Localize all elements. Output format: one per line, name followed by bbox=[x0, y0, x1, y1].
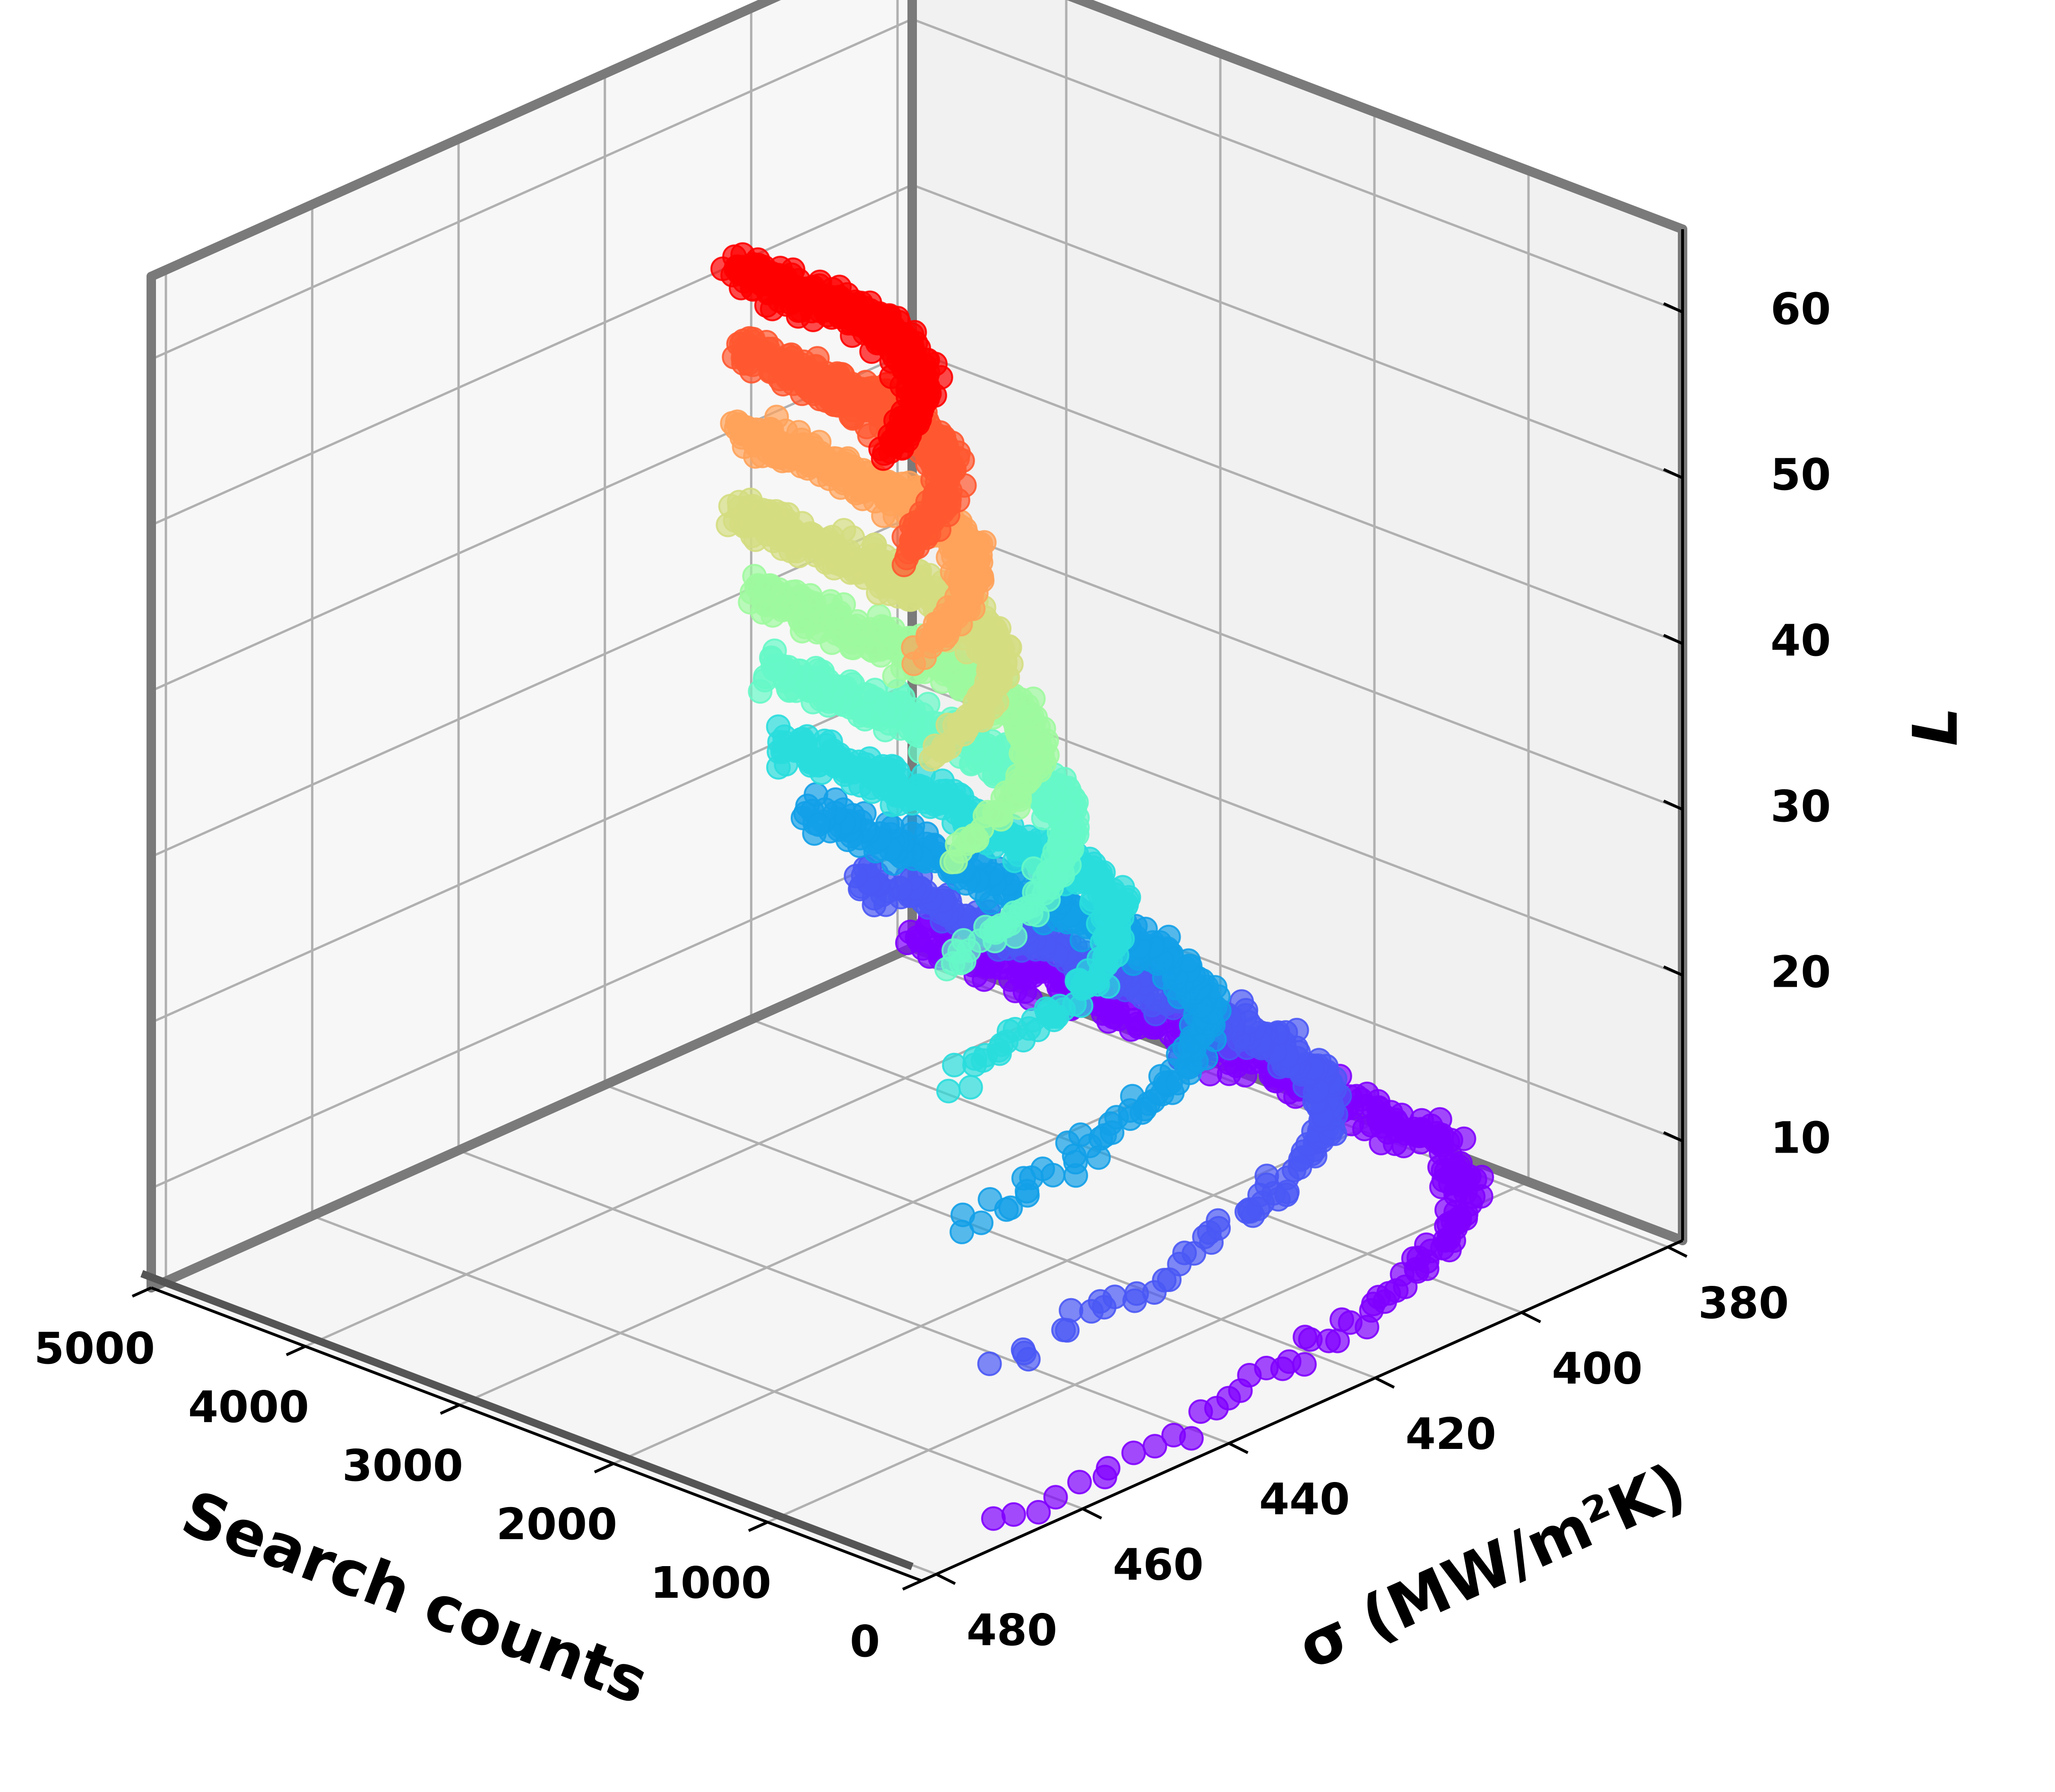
search-tick-label-3: 3000 bbox=[342, 1440, 463, 1491]
point-l10-5 bbox=[1055, 1318, 1080, 1343]
point-l5-20 bbox=[1292, 1352, 1317, 1377]
data-points bbox=[710, 242, 1494, 1531]
point-l25-6 bbox=[951, 949, 976, 974]
sigma-tick-label-0: 380 bbox=[1698, 1278, 1789, 1328]
sigma-tick-2 bbox=[1374, 1377, 1395, 1389]
search-tick-1 bbox=[748, 1521, 768, 1532]
point-l20-4 bbox=[958, 1075, 983, 1100]
point-l35-319 bbox=[738, 487, 763, 512]
l-tick-label-2: 30 bbox=[1770, 781, 1831, 832]
sigma-tick-label-1: 400 bbox=[1552, 1343, 1642, 1394]
point-l5-7 bbox=[1121, 1440, 1146, 1465]
point-l10-18 bbox=[1172, 1241, 1197, 1266]
point-l5-4 bbox=[1067, 1470, 1092, 1495]
search-tick-label-0: 0 bbox=[850, 1616, 880, 1667]
search-tick-label-5: 5000 bbox=[34, 1323, 155, 1374]
search-tick-4 bbox=[285, 1345, 306, 1356]
point-l15-319 bbox=[806, 812, 831, 837]
point-l30-232 bbox=[866, 603, 891, 629]
axis-edges bbox=[140, 0, 1687, 1582]
l-tick-label-0: 10 bbox=[1770, 1113, 1831, 1163]
search-axis-line bbox=[150, 1286, 923, 1582]
point-l15-318 bbox=[803, 782, 829, 807]
point-l45-319 bbox=[734, 338, 759, 363]
point-l50-318 bbox=[710, 256, 735, 281]
l-axis-title: L bbox=[1900, 707, 1971, 746]
l-tick-label-4: 50 bbox=[1770, 449, 1831, 500]
sigma-tick-label-4: 460 bbox=[1113, 1540, 1204, 1590]
point-l50-319 bbox=[730, 242, 755, 267]
point-l5-319 bbox=[895, 930, 920, 956]
pane-edge-6 bbox=[147, 943, 917, 1292]
search-tick-label-2: 2000 bbox=[496, 1499, 617, 1550]
sigma-tick-label-5: 480 bbox=[967, 1605, 1057, 1655]
point-l5-3 bbox=[1043, 1485, 1068, 1510]
search-axis-edge bbox=[140, 1270, 914, 1570]
search-tick-2 bbox=[594, 1462, 614, 1473]
sigma-axis-line bbox=[921, 1239, 1684, 1582]
point-l10-38 bbox=[1274, 1182, 1299, 1207]
pane-edge-4 bbox=[1066, 0, 1687, 234]
point-l10-6 bbox=[1059, 1298, 1084, 1323]
point-l15-5 bbox=[998, 1195, 1023, 1220]
point-l5-8 bbox=[1142, 1434, 1167, 1459]
sigma-tick-1 bbox=[1521, 1311, 1541, 1323]
left-back-pane bbox=[151, 0, 912, 1288]
point-l10-10 bbox=[1102, 1284, 1127, 1310]
point-l15-11 bbox=[1030, 1156, 1055, 1181]
point-l25-319 bbox=[762, 638, 787, 663]
sigma-tick-3 bbox=[1228, 1442, 1249, 1454]
point-l10-3 bbox=[1016, 1347, 1041, 1372]
point-l25-318 bbox=[753, 664, 778, 689]
point-l10-319 bbox=[844, 863, 869, 888]
point-l15-32 bbox=[1132, 1096, 1157, 1121]
search-tick-label-4: 4000 bbox=[188, 1382, 309, 1432]
l-tick-label-3: 40 bbox=[1770, 615, 1831, 666]
point-l25-25 bbox=[1009, 898, 1034, 923]
point-l10-23 bbox=[1206, 1216, 1231, 1241]
point-l40-319 bbox=[720, 411, 745, 436]
l-tick-label-5: 60 bbox=[1770, 284, 1831, 334]
point-l20-1 bbox=[936, 1078, 961, 1103]
point-l35-318 bbox=[716, 512, 741, 537]
search-tick-label-1: 1000 bbox=[650, 1558, 771, 1608]
search-tick-0 bbox=[902, 1579, 923, 1591]
point-l5-1 bbox=[1001, 1502, 1026, 1527]
point-l5-0 bbox=[981, 1506, 1006, 1531]
sigma-tick-4 bbox=[1082, 1508, 1102, 1520]
point-l20-13 bbox=[994, 1029, 1019, 1054]
sigma-tick-label-3: 440 bbox=[1259, 1474, 1350, 1525]
point-l20-0 bbox=[942, 1052, 967, 1077]
search-tick-3 bbox=[440, 1404, 460, 1415]
point-l20-319 bbox=[772, 738, 797, 763]
l-tick-label-1: 20 bbox=[1770, 947, 1831, 998]
point-l15-3 bbox=[969, 1210, 993, 1235]
point-l5-6 bbox=[1096, 1456, 1121, 1481]
point-l5-43 bbox=[1415, 1256, 1440, 1281]
sigma-tick-label-2: 420 bbox=[1406, 1409, 1496, 1459]
sigma-tick-5 bbox=[935, 1573, 956, 1585]
point-l10-0 bbox=[977, 1351, 1002, 1376]
pane-edge-3 bbox=[147, 0, 781, 281]
search-tick-5 bbox=[131, 1286, 152, 1298]
point-l10-33 bbox=[1254, 1163, 1279, 1189]
point-l5-2 bbox=[1026, 1500, 1051, 1525]
point-l5-10 bbox=[1179, 1426, 1204, 1451]
point-l30-319 bbox=[751, 577, 775, 602]
point-l20-25 bbox=[1045, 1004, 1070, 1029]
sigma-tick-0 bbox=[1667, 1246, 1688, 1258]
